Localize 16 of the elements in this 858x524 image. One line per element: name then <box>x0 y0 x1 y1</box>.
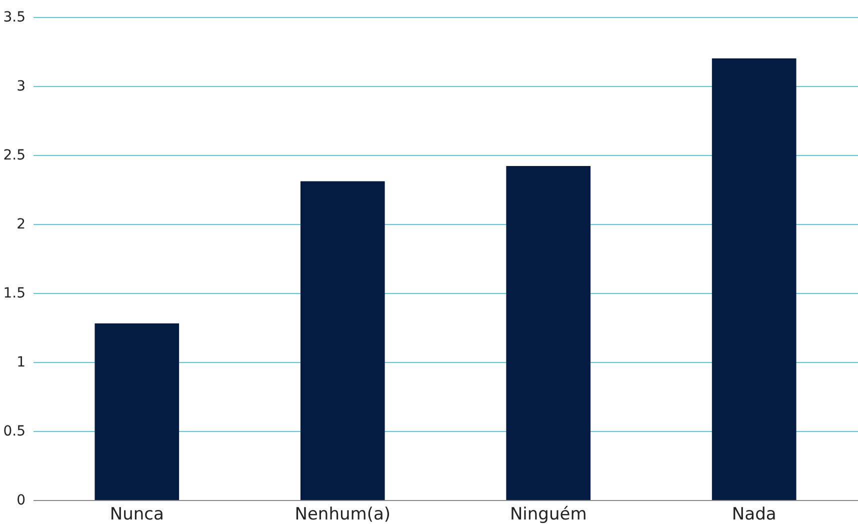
bar <box>506 166 591 500</box>
bar <box>712 58 796 500</box>
y-tick-label: 0.5 <box>3 424 26 440</box>
y-tick-label: 2 <box>16 216 26 232</box>
x-tick-label: Ninguém <box>510 504 587 524</box>
bar <box>300 181 385 500</box>
y-tick-label: 0 <box>16 492 26 508</box>
y-tick-label: 3.5 <box>3 10 26 26</box>
x-tick-label: Nada <box>732 504 776 524</box>
y-tick-label: 1.5 <box>3 286 26 302</box>
y-tick-label: 2.5 <box>3 148 26 164</box>
x-tick-label: Nunca <box>110 504 164 524</box>
y-tick-label: 3 <box>16 78 26 94</box>
bar <box>94 323 180 500</box>
x-tick-label: Nenhum(a) <box>294 504 391 524</box>
y-tick-label: 1 <box>16 354 26 370</box>
